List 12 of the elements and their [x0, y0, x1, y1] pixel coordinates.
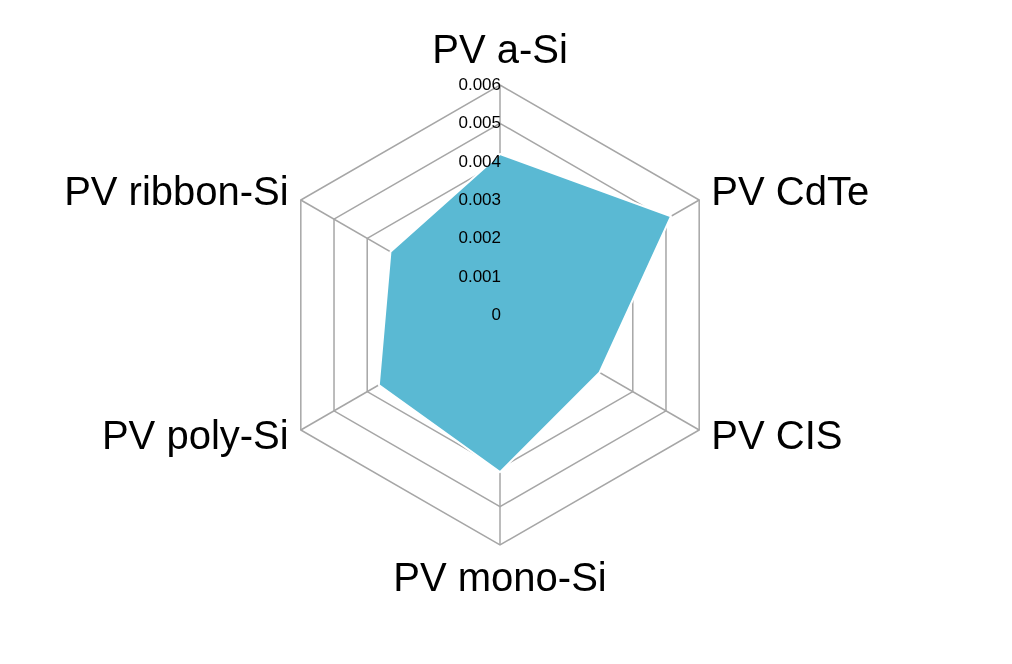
y-tick-label: 0.005	[458, 113, 501, 133]
spoke-label: PV CdTe	[711, 169, 870, 213]
y-tick-label: 0.003	[458, 190, 501, 209]
spoke-label: PV poly-Si	[101, 413, 289, 457]
y-tick-label: 0.001	[458, 266, 501, 286]
spoke-label: PV a-Si	[432, 27, 568, 71]
y-tick-label: 0	[491, 305, 501, 324]
y-tick-label: 0.006	[458, 75, 501, 94]
spoke-label: PV CIS	[711, 413, 843, 457]
y-tick-label: 0.002	[458, 228, 501, 248]
spoke-label: PV ribbon-Si	[64, 169, 289, 213]
spoke-label: PV mono-Si	[393, 555, 607, 599]
